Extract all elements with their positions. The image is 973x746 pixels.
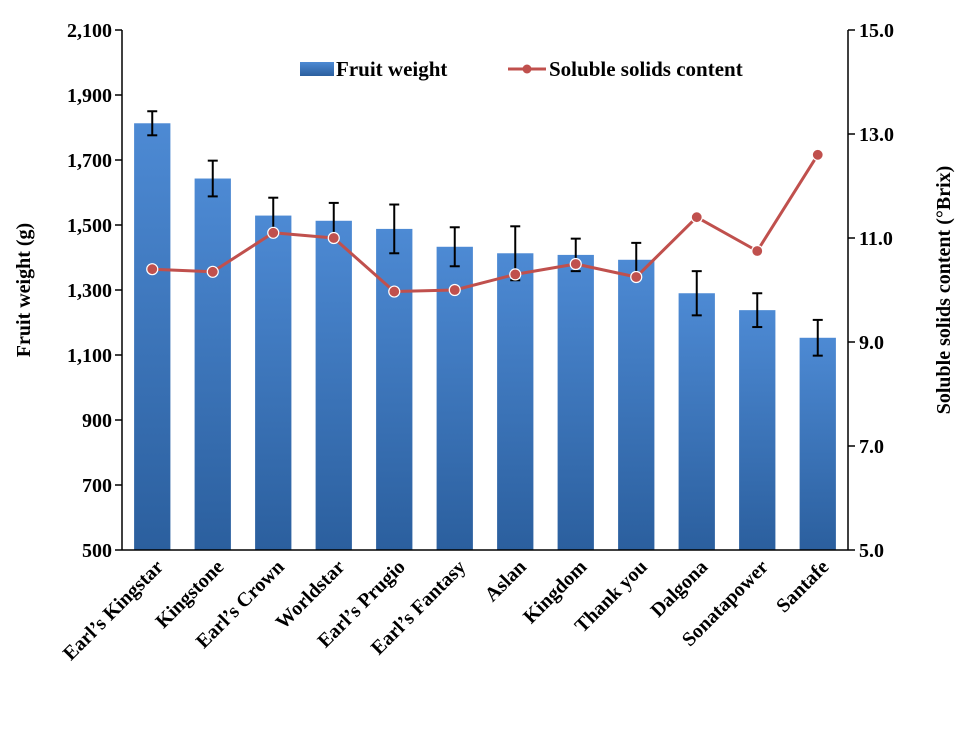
bar [315,220,352,550]
bar [557,254,594,550]
bar [436,246,473,550]
bars-layer [134,123,836,551]
bar [255,215,292,550]
y-tick-label: 1,500 [67,215,112,237]
y2-tick-label: 13.0 [859,124,894,146]
line-point [388,285,401,298]
line-point [267,226,280,239]
legend-label-soluble-solids: Soluble solids content [549,57,743,81]
legend-swatch-fruit-weight [300,62,334,76]
legend-label-fruit-weight: Fruit weight [336,57,447,81]
line-point [690,211,703,224]
y-tick-label: 1,700 [67,150,112,172]
y-tick-label: 1,100 [67,345,112,367]
line-layer [146,148,824,298]
line-point [206,265,219,278]
error-bars-layer [147,110,823,357]
y2-tick-label: 11.0 [859,228,893,250]
y-tick-label: 700 [82,475,112,497]
y-tick-label: 2,100 [67,20,112,42]
y2-tick-label: 15.0 [859,20,894,42]
x-tick-label: Earl’s Kingstar [59,556,168,665]
line-point [630,270,643,284]
y2-axis-title: Soluble solids content (°Brix) [933,166,955,415]
bar [799,337,836,550]
ticks-layer: 500 700 900 1,100 1,300 1,500 1,700 1,900 2,100 5… [67,20,894,562]
y-tick-label: 900 [82,410,112,432]
line-point [448,283,461,297]
bar [739,310,776,550]
bar [134,123,171,551]
y-tick-label: 1,900 [67,85,112,107]
x-tick-label: Aslan [481,556,531,606]
line-point [146,263,159,276]
bar [194,178,231,550]
series-line-soluble-solids [152,154,820,294]
bar [678,293,715,550]
line-point [569,257,582,271]
y2-tick-label: 5.0 [859,540,884,562]
legend: Fruit weight Soluble solids content [300,57,743,81]
bar [497,253,534,550]
y-tick-label: 500 [82,540,112,562]
line-point [327,231,340,245]
y2-tick-label: 7.0 [859,436,884,458]
y-axis-title: Fruit weight (g) [13,223,35,357]
bar [376,228,413,550]
y-tick-label: 1,300 [67,280,112,302]
line-point [811,148,824,161]
line-point [509,268,522,281]
x-tick-label: Santafe [772,556,833,617]
legend-marker-soluble-solids [522,64,532,74]
line-point [751,244,764,258]
bar [618,259,655,550]
y2-tick-label: 9.0 [859,332,884,354]
